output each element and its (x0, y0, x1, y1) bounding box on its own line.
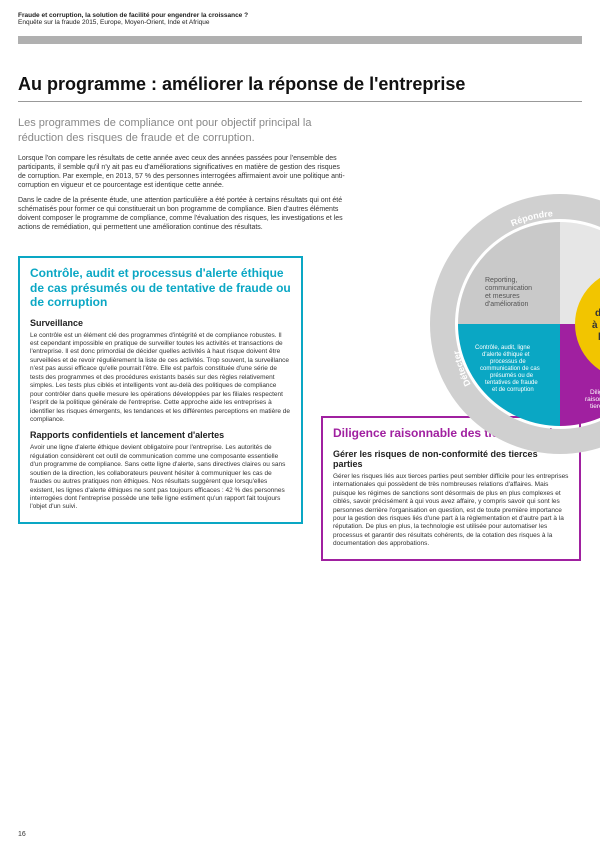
intro-text: Les programmes de compliance ont pour ob… (18, 116, 348, 146)
page-title: Au programme : améliorer la réponse de l… (18, 74, 582, 95)
box-teal-p1: Le contrôle est un élément clé des progr… (30, 332, 291, 425)
box-control-audit: Contrôle, audit et processus d'alerte ét… (18, 256, 303, 523)
title-rule (18, 101, 582, 102)
body-text: Lorsque l'on compare les résultats de ce… (18, 154, 348, 233)
page-number: 16 (18, 831, 26, 838)
box-purple-p: Gérer les risques liés aux tierces parti… (333, 473, 569, 549)
box-teal-p2: Avoir une ligne d'alerte éthique devient… (30, 444, 291, 512)
box-teal-title: Contrôle, audit et processus d'alerte ét… (30, 266, 291, 309)
header-bar (18, 36, 582, 44)
para-2: Dans le cadre de la présente étude, une … (18, 196, 348, 232)
compliance-wheel-diagram: Répondre Détecter Investigations et acti… (430, 194, 600, 454)
para-1: Lorsque l'on compare les résultats de ce… (18, 154, 348, 190)
box-teal-h3a: Surveillance (30, 318, 291, 328)
report-subtitle: Enquête sur la fraude 2015, Europe, Moye… (18, 19, 582, 26)
report-title: Fraude et corruption, la solution de fac… (18, 12, 582, 19)
box-teal-h3b: Rapports confidentiels et lancement d'al… (30, 430, 291, 440)
